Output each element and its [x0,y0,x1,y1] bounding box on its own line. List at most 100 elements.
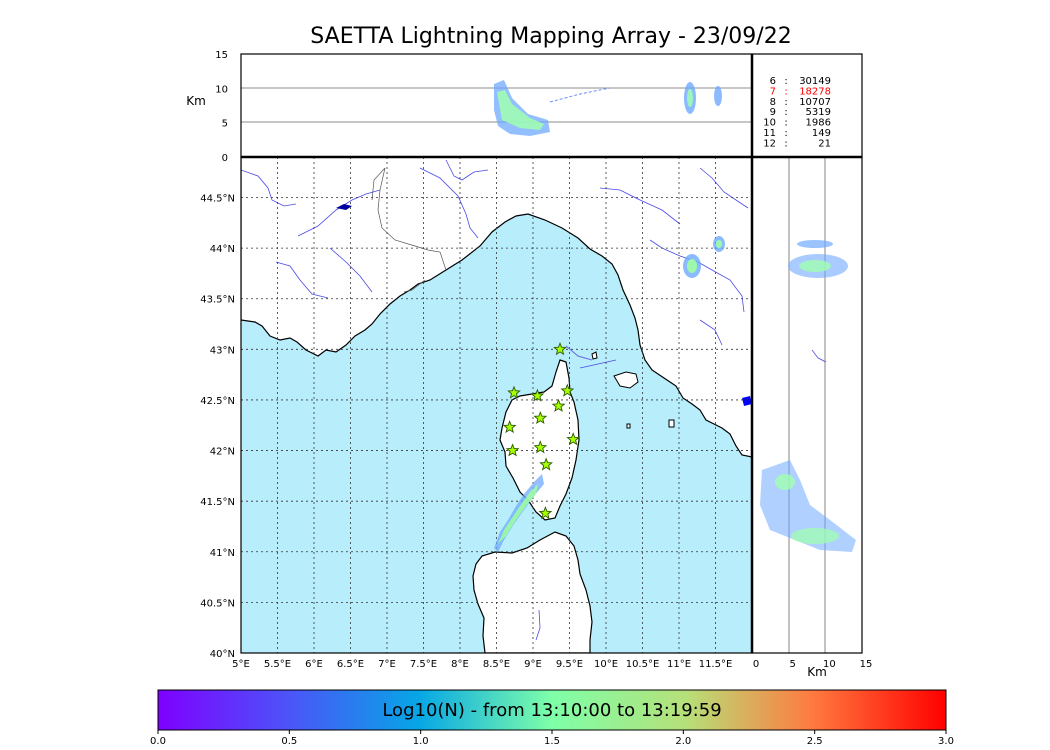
top-y-tick-label: 15 [215,50,228,61]
map-x-tick-label: 9°E [524,659,542,670]
chart-title: SAETTA Lightning Mapping Array - 23/09/2… [310,24,792,49]
map-y-tick-label: 41.5°N [200,497,235,508]
colorbar-tick-label: 3.0 [938,736,954,747]
map-y-axis: 40°N 40.5°N 41°N 41.5°N 42°N 42.5°N 43°N 43.5°N… [200,193,235,660]
map-x-tick-label: 10°E [594,659,618,670]
lake-geneva [336,204,352,210]
map-y-tick-label: 43°N [210,345,235,356]
right-panel-bg [752,157,862,653]
count-level: 12 [763,138,776,149]
cluster-north-east-core [716,240,722,248]
map-panel: 5°E 5.5°E 6°E 6.5°E 7°E 7.5°E 8°E 8.5°E 9°E 9.5°E… [200,156,753,670]
lightning-trace [565,345,593,361]
right-lightning-sources [760,240,856,552]
count-value: 30149 [799,76,831,87]
map-y-tick-label: 44°N [210,244,235,255]
top-cluster-west-core [497,90,544,130]
right-x-axis: 0 5 10 15 [753,659,873,670]
station-marker [538,506,553,520]
map-x-tick-label: 7°E [378,659,396,670]
lma-stations [502,342,581,520]
right-cluster-south-core2 [791,528,839,544]
top-lightning-sources [494,80,722,136]
top-cluster-far-east [714,86,722,106]
right-x-label: Km [807,665,827,679]
sardinia [472,531,593,653]
mainland [241,157,752,458]
colorbar-gradient [157,689,947,731]
right-x-tick-label: 15 [860,659,873,670]
count-value: 1986 [806,118,831,129]
count-separator: : [784,107,787,118]
count-separator: : [784,97,787,108]
colorbar-tick-label: 1.0 [413,736,429,747]
right-x-tick-label: 0 [753,659,759,670]
count-level: 10 [763,118,776,129]
border-lines [371,167,447,293]
map-x-tick-label: 7.5°E [410,659,437,670]
top-y-tick-label: 0 [222,153,228,164]
colorbar-tick-label: 1.5 [544,736,560,747]
map-y-tick-label: 40°N [210,649,235,660]
count-row: 12: 21 [763,138,831,149]
top-trace [549,87,611,103]
right-x-tick-label: 5 [789,659,795,670]
map-x-tick-label: 8.5°E [483,659,510,670]
right-cluster-north-core [799,260,831,272]
map-x-tick-label: 5°E [232,659,250,670]
station-marker [533,410,548,424]
giglio-island [668,419,675,428]
count-row: 8: 10707 [770,97,831,108]
count-value: 5319 [806,107,831,118]
station-marker [530,388,545,402]
count-separator: : [784,138,787,149]
colorbar-label: Log10(N) - from 13:10:00 to 13:19:59 [382,700,722,721]
bolsena-lake [742,396,752,406]
count-value: 18278 [799,86,831,97]
map-grid [241,157,752,653]
count-level: 8 [770,97,776,108]
count-separator: : [784,118,787,129]
cluster-corsica-core [498,484,538,544]
map-x-tick-label: 8°E [451,659,469,670]
map-x-tick-label: 11.5°E [699,659,733,670]
map-x-tick-label: 10.5°E [626,659,660,670]
latitude-altitude-panel: 0 5 10 15 Km [241,54,872,679]
station-marker [502,420,517,434]
count-value: 10707 [799,97,831,108]
count-row: 10: 1986 [763,118,831,129]
station-marker [505,443,520,457]
counts-panel: 6: 30149 7: 18278 8: 10707 9: 5319 10: 1986 11: 149… [751,53,863,158]
top-y-tick-label: 10 [215,84,228,95]
map-x-axis: 5°E 5.5°E 6°E 6.5°E 7°E 7.5°E 8°E 8.5°E 9°E 9.5°E… [232,659,732,670]
top-y-tick-label: 5 [222,119,228,130]
station-marker [539,457,553,471]
count-row: 9: 5319 [770,107,831,118]
montecristo-island [626,423,631,429]
right-cluster-south-core [775,474,795,490]
top-cluster-east-core [687,89,693,107]
station-marker [566,432,581,446]
top-y-label: Km [186,94,206,108]
count-level: 11 [763,128,776,139]
colorbar: 0.0 0.5 1.0 1.5 2.0 2.5 3.0 [150,689,954,747]
elba-island [613,371,639,389]
right-x-tick-label: 10 [823,659,836,670]
cluster-north-tuscany-core [687,259,697,273]
count-level: 6 [770,76,776,87]
count-level: 7 [770,86,776,97]
count-row: 6: 30149 [770,76,831,87]
colorbar-ticks: 0.0 0.5 1.0 1.5 2.0 2.5 3.0 [150,730,954,747]
station-marker [551,398,566,412]
map-x-tick-label: 6.5°E [337,659,364,670]
capraia-island [591,351,598,360]
map-x-tick-label: 11°E [667,659,691,670]
station-marker [553,342,567,356]
map-x-tick-label: 9.5°E [556,659,583,670]
map-y-tick-label: 40.5°N [200,598,235,609]
count-value: 149 [812,128,831,139]
colorbar-tick-label: 0.5 [281,736,297,747]
count-value: 21 [818,138,831,149]
right-trace [811,349,827,363]
map-y-tick-label: 43.5°N [200,295,235,306]
